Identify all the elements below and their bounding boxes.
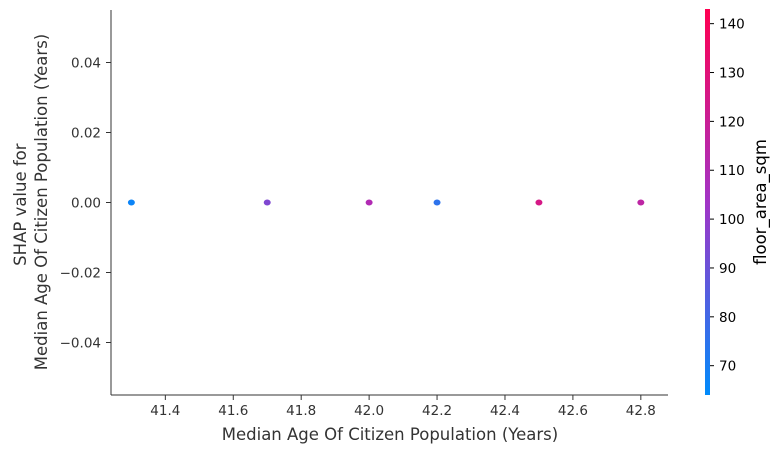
data-point [433, 199, 441, 206]
y-axis-title-line-2: Median Age Of Citizen Population (Years) [32, 34, 51, 370]
colorbar-tick-label: 100 [719, 212, 745, 228]
data-point [365, 199, 373, 206]
y-tick-label: 0.04 [71, 56, 101, 72]
colorbar-title: floor_area_sqm [751, 139, 771, 265]
data-point [637, 199, 645, 206]
colorbar-tick-label: 120 [719, 114, 745, 130]
colorbar-tick-label: 130 [719, 66, 745, 82]
data-point [127, 199, 135, 206]
x-tick-label: 41.6 [218, 403, 248, 419]
data-point [263, 199, 271, 206]
data-points [127, 199, 645, 206]
x-tick-label: 42.8 [626, 403, 656, 419]
x-ticks: 41.4 41.6 41.8 42.0 42.2 42.4 42.6 42.8 [150, 395, 656, 419]
colorbar-tick-label: 80 [719, 310, 736, 326]
x-tick-label: 41.8 [286, 403, 316, 419]
colorbar-tick-label: 140 [719, 17, 745, 33]
x-tick-label: 42.6 [558, 403, 588, 419]
y-tick-label: 0.02 [71, 126, 101, 142]
x-tick-label: 41.4 [150, 403, 180, 419]
x-axis-title: Median Age Of Citizen Population (Years) [222, 425, 558, 444]
x-tick-label: 42.2 [422, 403, 452, 419]
y-ticks: −0.04 −0.02 0.00 0.02 0.04 [60, 56, 111, 352]
x-tick-label: 42.4 [490, 403, 520, 419]
colorbar-tick-label: 90 [719, 261, 736, 277]
x-tick-label: 42.0 [354, 403, 384, 419]
y-axis-title-line-1: SHAP value for [11, 143, 30, 266]
colorbar-tick-label: 70 [719, 359, 736, 375]
y-tick-label: −0.04 [60, 336, 101, 352]
y-tick-label: −0.02 [60, 266, 101, 282]
y-tick-label: 0.00 [71, 196, 101, 212]
y-axis-title: SHAP value for Median Age Of Citizen Pop… [11, 34, 51, 370]
colorbar-ticks: 70 80 90 100 110 120 130 140 [710, 17, 745, 375]
data-point [535, 199, 543, 206]
colorbar-tick-label: 110 [719, 163, 745, 179]
colorbar [705, 9, 710, 395]
